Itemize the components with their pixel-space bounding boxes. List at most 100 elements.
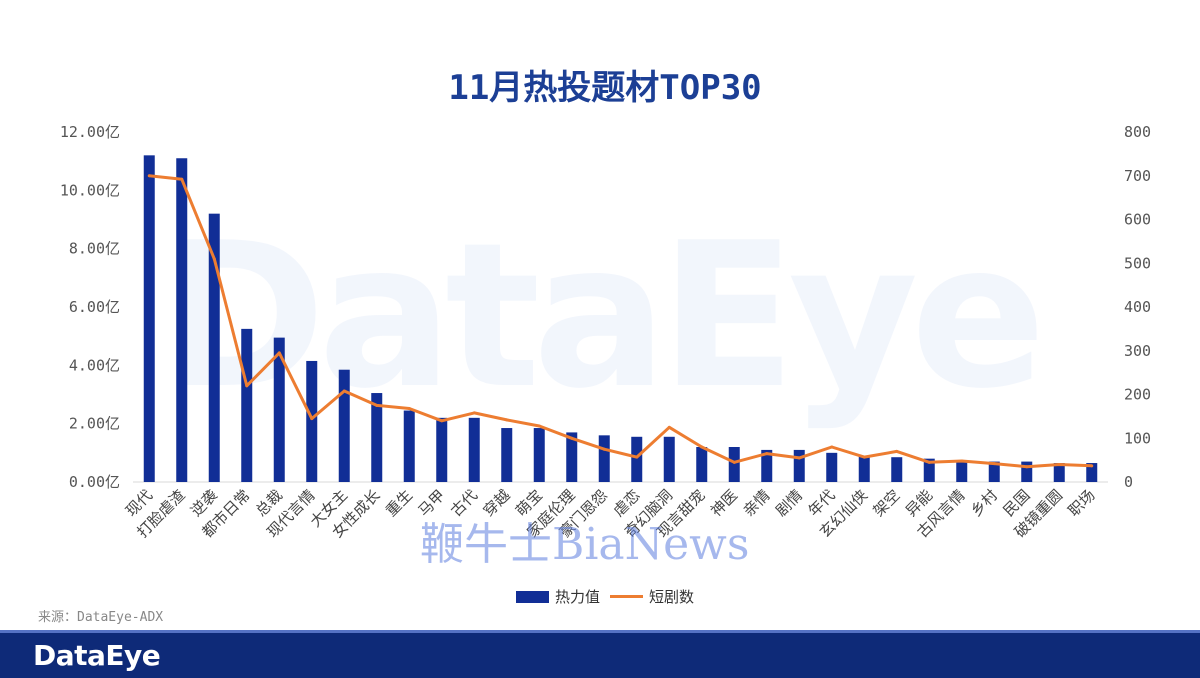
bar bbox=[696, 447, 708, 482]
right-tick-label: 700 bbox=[1124, 167, 1151, 185]
bar bbox=[1053, 463, 1065, 482]
right-axis: 0 100 200 300 400 500 600 700 800 bbox=[1124, 123, 1151, 491]
right-tick-label: 600 bbox=[1124, 211, 1151, 229]
line-point bbox=[1090, 464, 1094, 468]
legend: 热力值 短剧数 bbox=[0, 586, 1200, 607]
bar bbox=[241, 328, 253, 482]
x-axis-labels: 现代打脸虐渣逆袭都市日常总裁现代言情大女主女性成长重生马甲古代穿越萌宝家庭伦理豪… bbox=[122, 486, 1098, 541]
line-series bbox=[147, 174, 1094, 469]
line-point bbox=[440, 419, 444, 423]
bar bbox=[598, 435, 610, 482]
footer-logo: DataEye bbox=[33, 639, 161, 672]
line-point bbox=[212, 257, 216, 261]
left-tick-label: 4.00亿 bbox=[69, 356, 120, 374]
bar bbox=[858, 455, 870, 482]
right-tick-label: 100 bbox=[1124, 429, 1151, 447]
bar bbox=[533, 428, 545, 482]
bar bbox=[306, 360, 318, 482]
line-point bbox=[765, 452, 769, 456]
combo-chart: 0.00亿 2.00亿 4.00亿 6.00亿 8.00亿 10.00亿 12.00亿 0 1… bbox=[60, 123, 1151, 541]
line-point bbox=[927, 460, 931, 464]
line-point bbox=[472, 411, 476, 415]
category-label: 古代 bbox=[447, 486, 481, 520]
line-point bbox=[245, 384, 249, 388]
line-point bbox=[700, 445, 704, 449]
bar bbox=[923, 458, 935, 482]
left-tick-label: 0.00亿 bbox=[69, 473, 120, 491]
right-tick-label: 400 bbox=[1124, 298, 1151, 316]
right-tick-label: 500 bbox=[1124, 254, 1151, 272]
left-tick-label: 6.00亿 bbox=[69, 298, 120, 316]
legend-bar-swatch bbox=[515, 590, 549, 603]
line-point bbox=[992, 462, 996, 466]
bar bbox=[176, 158, 188, 482]
line-point bbox=[667, 425, 671, 429]
left-tick-label: 10.00亿 bbox=[60, 181, 120, 199]
line-point bbox=[310, 417, 314, 421]
line-path bbox=[149, 174, 1092, 469]
category-label: 架空 bbox=[870, 486, 904, 520]
bar bbox=[501, 428, 513, 482]
category-label: 重生 bbox=[382, 486, 416, 520]
category-label: 神医 bbox=[707, 486, 741, 520]
right-tick-label: 300 bbox=[1124, 342, 1151, 360]
bar bbox=[436, 417, 448, 482]
line-point bbox=[830, 445, 834, 449]
line-point bbox=[570, 436, 574, 440]
category-label: 马甲 bbox=[415, 486, 449, 520]
bar bbox=[143, 155, 155, 483]
bar bbox=[1086, 463, 1098, 482]
line-point bbox=[960, 459, 964, 463]
bar bbox=[338, 369, 350, 482]
line-point bbox=[862, 455, 866, 459]
line-point bbox=[602, 447, 606, 451]
category-label: 穿越 bbox=[480, 486, 514, 520]
bar bbox=[208, 213, 220, 482]
right-tick-label: 0 bbox=[1124, 473, 1133, 491]
category-label: 亲情 bbox=[740, 486, 774, 520]
right-tick-label: 200 bbox=[1124, 386, 1151, 404]
line-point bbox=[147, 174, 151, 178]
right-tick-label: 800 bbox=[1124, 123, 1151, 141]
bar bbox=[826, 452, 838, 482]
bar bbox=[663, 436, 675, 482]
chart-title: 11月热投题材TOP30 bbox=[448, 68, 762, 108]
category-label: 职场 bbox=[1065, 486, 1099, 520]
line-point bbox=[277, 351, 281, 355]
bar bbox=[566, 432, 578, 482]
line-point bbox=[732, 460, 736, 464]
bar bbox=[728, 447, 740, 482]
bar bbox=[1021, 461, 1033, 482]
line-point bbox=[635, 455, 639, 459]
bar bbox=[956, 460, 968, 482]
left-tick-label: 8.00亿 bbox=[69, 240, 120, 258]
bar bbox=[371, 393, 383, 482]
line-point bbox=[180, 177, 184, 181]
bar bbox=[761, 449, 773, 482]
legend-bar-label: 热力值 bbox=[554, 588, 600, 606]
left-tick-label: 2.00亿 bbox=[69, 415, 120, 433]
line-point bbox=[537, 424, 541, 428]
category-label: 剧情 bbox=[772, 486, 806, 520]
legend-line-label: 短剧数 bbox=[649, 588, 695, 606]
legend-item-bar: 热力值 bbox=[515, 586, 600, 607]
line-point bbox=[797, 456, 801, 460]
bar bbox=[468, 417, 480, 482]
legend-line-swatch bbox=[610, 595, 643, 598]
bar-series bbox=[143, 155, 1098, 483]
bar bbox=[891, 457, 903, 482]
line-point bbox=[342, 389, 346, 393]
line-point bbox=[407, 407, 411, 410]
bar bbox=[631, 436, 643, 482]
line-point bbox=[895, 449, 899, 453]
bar bbox=[988, 461, 1000, 482]
bar bbox=[403, 410, 415, 482]
source-note: 来源：DataEye-ADX bbox=[38, 610, 164, 625]
line-point bbox=[505, 418, 509, 422]
bar bbox=[793, 449, 805, 482]
line-point bbox=[1025, 465, 1029, 469]
legend-item-line: 短剧数 bbox=[610, 586, 694, 607]
bar bbox=[273, 337, 285, 482]
left-tick-label: 12.00亿 bbox=[60, 123, 120, 141]
line-point bbox=[375, 403, 379, 407]
